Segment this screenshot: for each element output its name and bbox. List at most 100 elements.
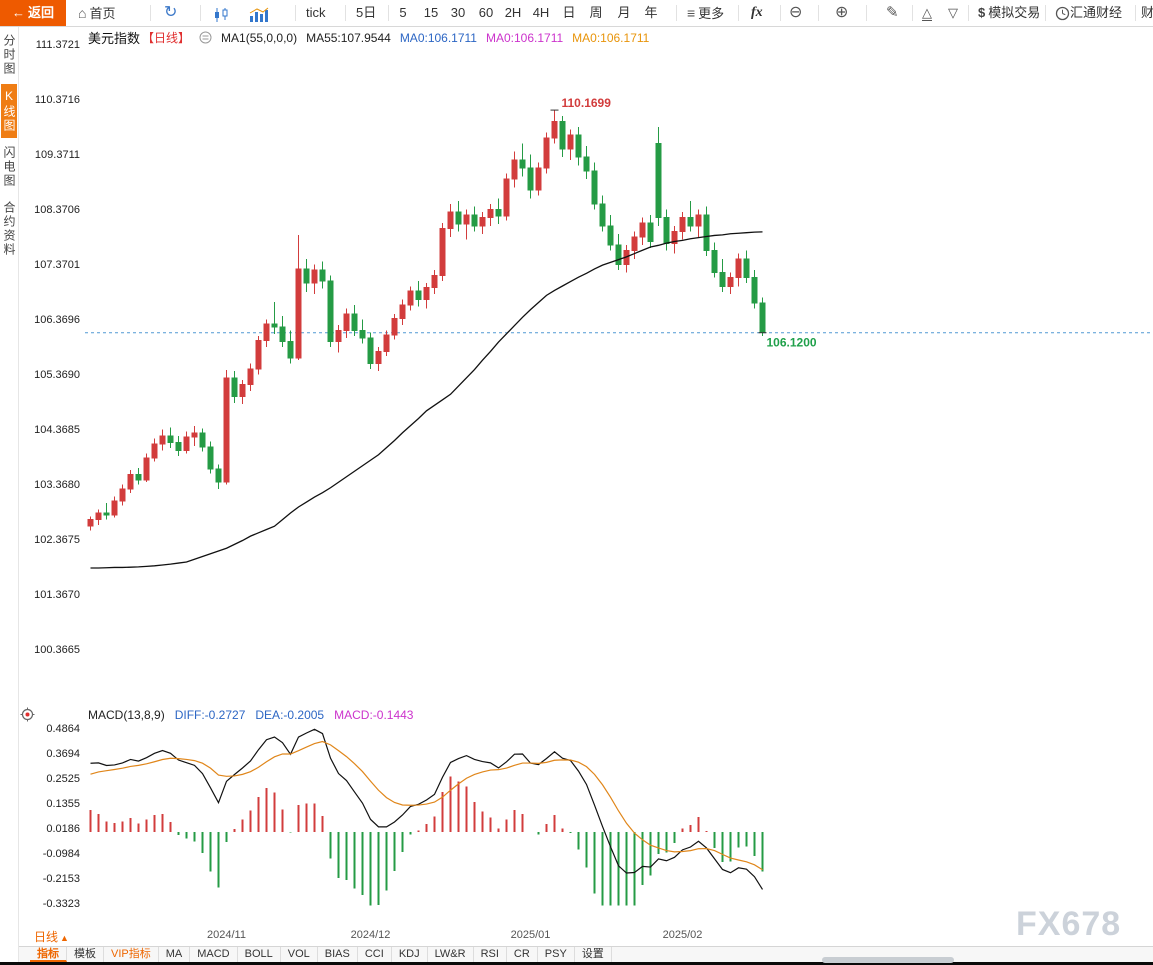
price-axis-label: 110.3716 [35,94,80,106]
triangle-down-tool-button[interactable]: ▽ [948,5,958,20]
tab-rsi[interactable]: RSI [474,947,507,962]
toolbar-separator [1045,5,1046,21]
macd-axis-label: 0.2525 [46,773,80,785]
bottom-strip [0,962,1153,965]
period-5day-button[interactable]: 5日 [356,5,377,20]
edge-clipped-button[interactable]: 财 [1141,5,1153,20]
tab-vip-indicator[interactable]: VIP指标 [104,947,159,962]
zoom-out-button[interactable]: ⊖ [789,4,803,21]
sidebar-item-kline-chart[interactable]: K线图 [1,84,17,138]
huitong-label: 汇通财经 [1070,5,1123,20]
macd-axis-label: 0.3694 [46,748,80,760]
huitong-finance-button[interactable]: 汇通财经 [1055,0,1122,26]
period-button-week[interactable]: 周 [589,5,603,20]
tab-indicator[interactable]: 指标 [30,947,67,962]
horizontal-scrollbar-thumb[interactable] [822,957,954,963]
indicator-tabs-bar: 指标 模板 VIP指标 MA MACD BOLL VOL BIAS CCI KD… [0,946,1153,962]
tab-ma[interactable]: MA [159,947,191,962]
sidebar-item-time-chart[interactable]: 分时图 [2,34,16,76]
tab-cr[interactable]: CR [507,947,538,962]
period-dropdown[interactable]: 日线 ▲ [34,928,69,945]
macd-axis-label: 0.1355 [46,798,80,810]
toolbar-separator [345,5,346,21]
top-toolbar: ← 返回 ⌂ 首页 ↻ tick 5日 5 15 30 60 2H 4H 日 周 月… [0,0,1153,27]
period-button-60[interactable]: 60 [478,5,494,20]
more-label: 更多 [698,6,725,21]
zoom-in-button[interactable]: ⊕ [835,4,849,21]
home-label: 首页 [89,6,116,21]
high-price-label: 110.1699 [562,96,612,110]
period-dropdown-label: 日线 [34,930,59,944]
month-axis-label: 2024/11 [207,929,246,941]
chart-settings-icon[interactable] [199,31,212,44]
period-button-15[interactable]: 15 [423,5,439,20]
period-button-30[interactable]: 30 [450,5,466,20]
last-price-label: 106.1200 [767,336,817,350]
toolbar-separator [780,5,781,21]
tab-kdj[interactable]: KDJ [392,947,428,962]
chart-header: 美元指数 【日线】 MA1(55,0,0,0) MA55:107.9544 MA… [88,28,649,47]
formula-fx-button[interactable]: fx [751,5,763,20]
tick-period-button[interactable]: tick [306,5,326,20]
tab-boll[interactable]: BOLL [238,947,281,962]
sidebar-item-contract-info[interactable]: 合约资料 [2,201,16,257]
indicator-settings-icon[interactable] [20,707,35,727]
period-button-day[interactable]: 日 [562,5,576,20]
tab-macd[interactable]: MACD [190,947,238,962]
kline-view-button[interactable] [212,1,232,27]
tab-template[interactable]: 模板 [67,947,104,962]
menu-icon: ≡ [687,5,696,21]
sim-trading-button[interactable]: $ 模拟交易 [978,0,1040,26]
macd-dea-value: DEA:-0.2005 [255,708,325,722]
period-button-4h[interactable]: 4H [532,5,550,20]
price-axis-label: 107.3701 [34,259,80,271]
more-button[interactable]: ≡ 更多 [687,0,724,26]
period-button-month[interactable]: 月 [617,5,631,20]
bar-chart-icon [249,7,269,22]
refresh-button[interactable]: ↻ [164,0,177,26]
ma55-line [90,231,763,569]
month-axis-label: 2025/02 [663,929,703,941]
annotations: 110.1699 106.1200 [550,96,817,350]
price-axis-label: 103.3680 [34,479,80,491]
period-button-year[interactable]: 年 [644,5,658,20]
tab-settings[interactable]: 设置 [575,947,612,962]
ma55-value: MA55:107.9544 [306,30,391,45]
tab-cci[interactable]: CCI [358,947,392,962]
back-button[interactable]: ← 返回 [0,0,66,26]
kline-chart-icon [215,7,228,22]
toolbar-separator [738,5,739,21]
triangle-up-icon: △ [922,5,932,21]
toolbar-separator [912,5,913,21]
watermark: FX678 [1016,905,1122,943]
macd-diff-value: DIFF:-0.2727 [174,708,246,722]
triangle-up-tool-button[interactable]: △ [922,0,932,26]
main-chart[interactable]: 110.1699 106.1200 111.3721 110.3716 109.3711… [18,26,1153,946]
sidebar-item-flash-chart[interactable]: 闪电图 [2,146,16,188]
axis-labels: 111.3721 110.3716 109.3711 108.3706 107.3701… [34,39,702,941]
price-axis-label: 106.3696 [34,314,80,326]
period-button-2h[interactable]: 2H [504,5,522,20]
home-icon: ⌂ [78,5,87,21]
sim-trade-label: 模拟交易 [988,5,1041,20]
tab-lwr[interactable]: LW&R [428,947,474,962]
macd-axis-label: -0.2153 [43,873,80,885]
macd-params: MACD(13,8,9) [88,708,165,722]
toolbar-separator [388,5,389,21]
toolbar-separator [295,5,296,21]
month-axis-label: 2024/12 [351,929,391,941]
tab-vol[interactable]: VOL [281,947,318,962]
macd-dea-line [90,740,763,871]
period-button-5[interactable]: 5 [399,5,407,20]
price-axis-label: 111.3721 [36,39,80,51]
ma0-value-2: MA0:106.1711 [485,30,564,45]
tab-bias[interactable]: BIAS [318,947,358,962]
macd-macd-value: MACD:-0.1443 [334,708,414,722]
dollar-icon: $ [978,5,986,20]
tab-psy[interactable]: PSY [538,947,575,962]
toolbar-separator [150,5,151,21]
home-button[interactable]: ⌂ 首页 [78,0,115,26]
toolbar-separator [818,5,819,21]
draw-tool-button[interactable]: ✎ [886,4,899,21]
indicator-view-button[interactable] [248,1,270,27]
